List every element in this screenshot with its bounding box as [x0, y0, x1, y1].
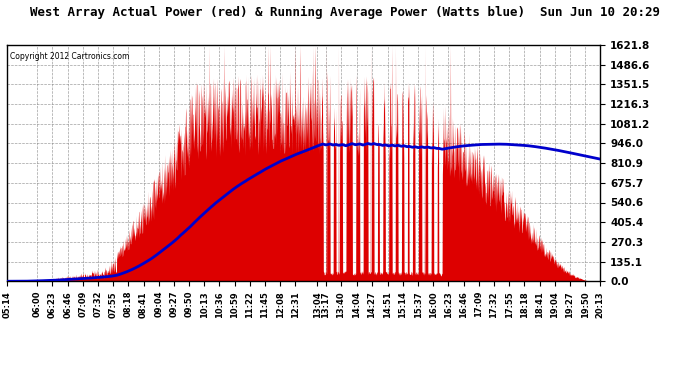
Text: Copyright 2012 Cartronics.com: Copyright 2012 Cartronics.com	[10, 52, 129, 61]
Text: West Array Actual Power (red) & Running Average Power (Watts blue)  Sun Jun 10 2: West Array Actual Power (red) & Running …	[30, 6, 660, 19]
